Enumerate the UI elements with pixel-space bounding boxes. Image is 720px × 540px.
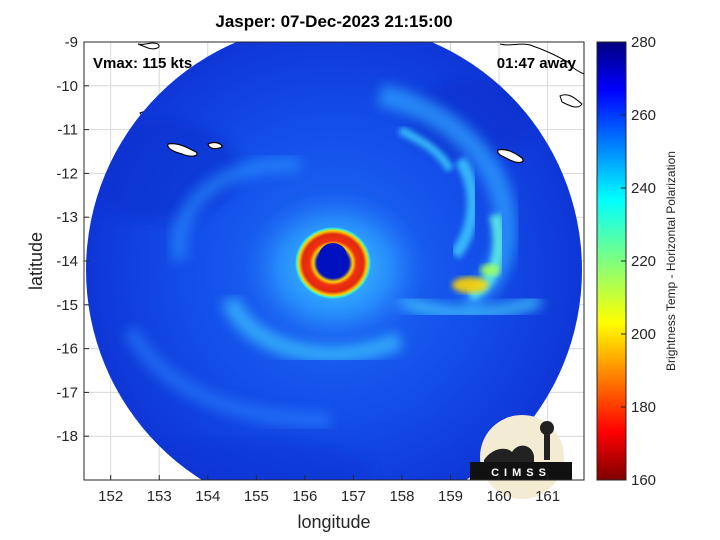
y-tick-label: -14 — [56, 253, 78, 270]
y-axis-label: latitude — [26, 232, 46, 290]
island-a — [167, 143, 198, 157]
y-tick-label: -10 — [56, 78, 78, 95]
x-tick-label: 154 — [195, 488, 220, 505]
y-tick-label: -17 — [56, 384, 78, 401]
microwave-swath — [86, 42, 582, 480]
colorbar: 280 260 240 220 200 180 160 Brightness Temp - … — [596, 34, 678, 489]
coastline-northwest — [137, 42, 160, 50]
coastline-northeast — [499, 43, 584, 75]
colorbar-tick-label: 220 — [631, 253, 656, 270]
y-axis-ticks: -9 -10 -11 -12 -13 -14 -15 -16 -17 -18 — [56, 34, 89, 445]
colorbar-ticks: 280 260 240 220 200 180 160 — [621, 34, 656, 489]
colorbar-tick-label: 200 — [631, 326, 656, 343]
island-b — [207, 141, 223, 150]
time-offset-label: 01:47 away — [497, 55, 577, 72]
y-tick-label: -15 — [56, 297, 78, 314]
colorbar-tick-label: 260 — [631, 107, 656, 124]
x-axis-ticks: 152 153 154 155 156 157 158 159 160 161 — [98, 475, 560, 505]
x-tick-label: 153 — [147, 488, 172, 505]
y-tick-label: -12 — [56, 165, 78, 182]
x-tick-label: 156 — [292, 488, 317, 505]
colorbar-tick-label: 160 — [631, 472, 656, 489]
island-c — [497, 148, 524, 164]
x-axis-label: longitude — [297, 512, 370, 532]
x-tick-label: 161 — [535, 488, 560, 505]
y-tick-label: -16 — [56, 341, 78, 358]
y-tick-label: -9 — [65, 34, 78, 51]
vmax-label: Vmax: 115 kts — [93, 55, 192, 72]
colorbar-tick-label: 240 — [631, 180, 656, 197]
x-tick-label: 157 — [341, 488, 366, 505]
coastline-east-islet — [559, 94, 583, 108]
x-tick-label: 159 — [438, 488, 463, 505]
colorbar-tick-label: 280 — [631, 34, 656, 51]
x-tick-label: 152 — [98, 488, 123, 505]
islands — [167, 141, 524, 164]
colorbar-label: Brightness Temp - Horizontal Polarizatio… — [664, 151, 678, 371]
x-tick-label: 160 — [487, 488, 512, 505]
y-tick-label: -13 — [56, 209, 78, 226]
plot-title: Jasper: 07-Dec-2023 21:15:00 — [215, 12, 453, 31]
colorbar-tick-label: 180 — [631, 399, 656, 416]
cimss-logo: CIMSS — [470, 415, 572, 499]
cimss-logo-text: CIMSS — [491, 467, 551, 479]
y-tick-label: -11 — [57, 122, 78, 139]
x-tick-label: 155 — [244, 488, 269, 505]
y-tick-label: -18 — [56, 428, 78, 445]
x-tick-label: 158 — [389, 488, 414, 505]
storm-eye — [319, 243, 347, 269]
